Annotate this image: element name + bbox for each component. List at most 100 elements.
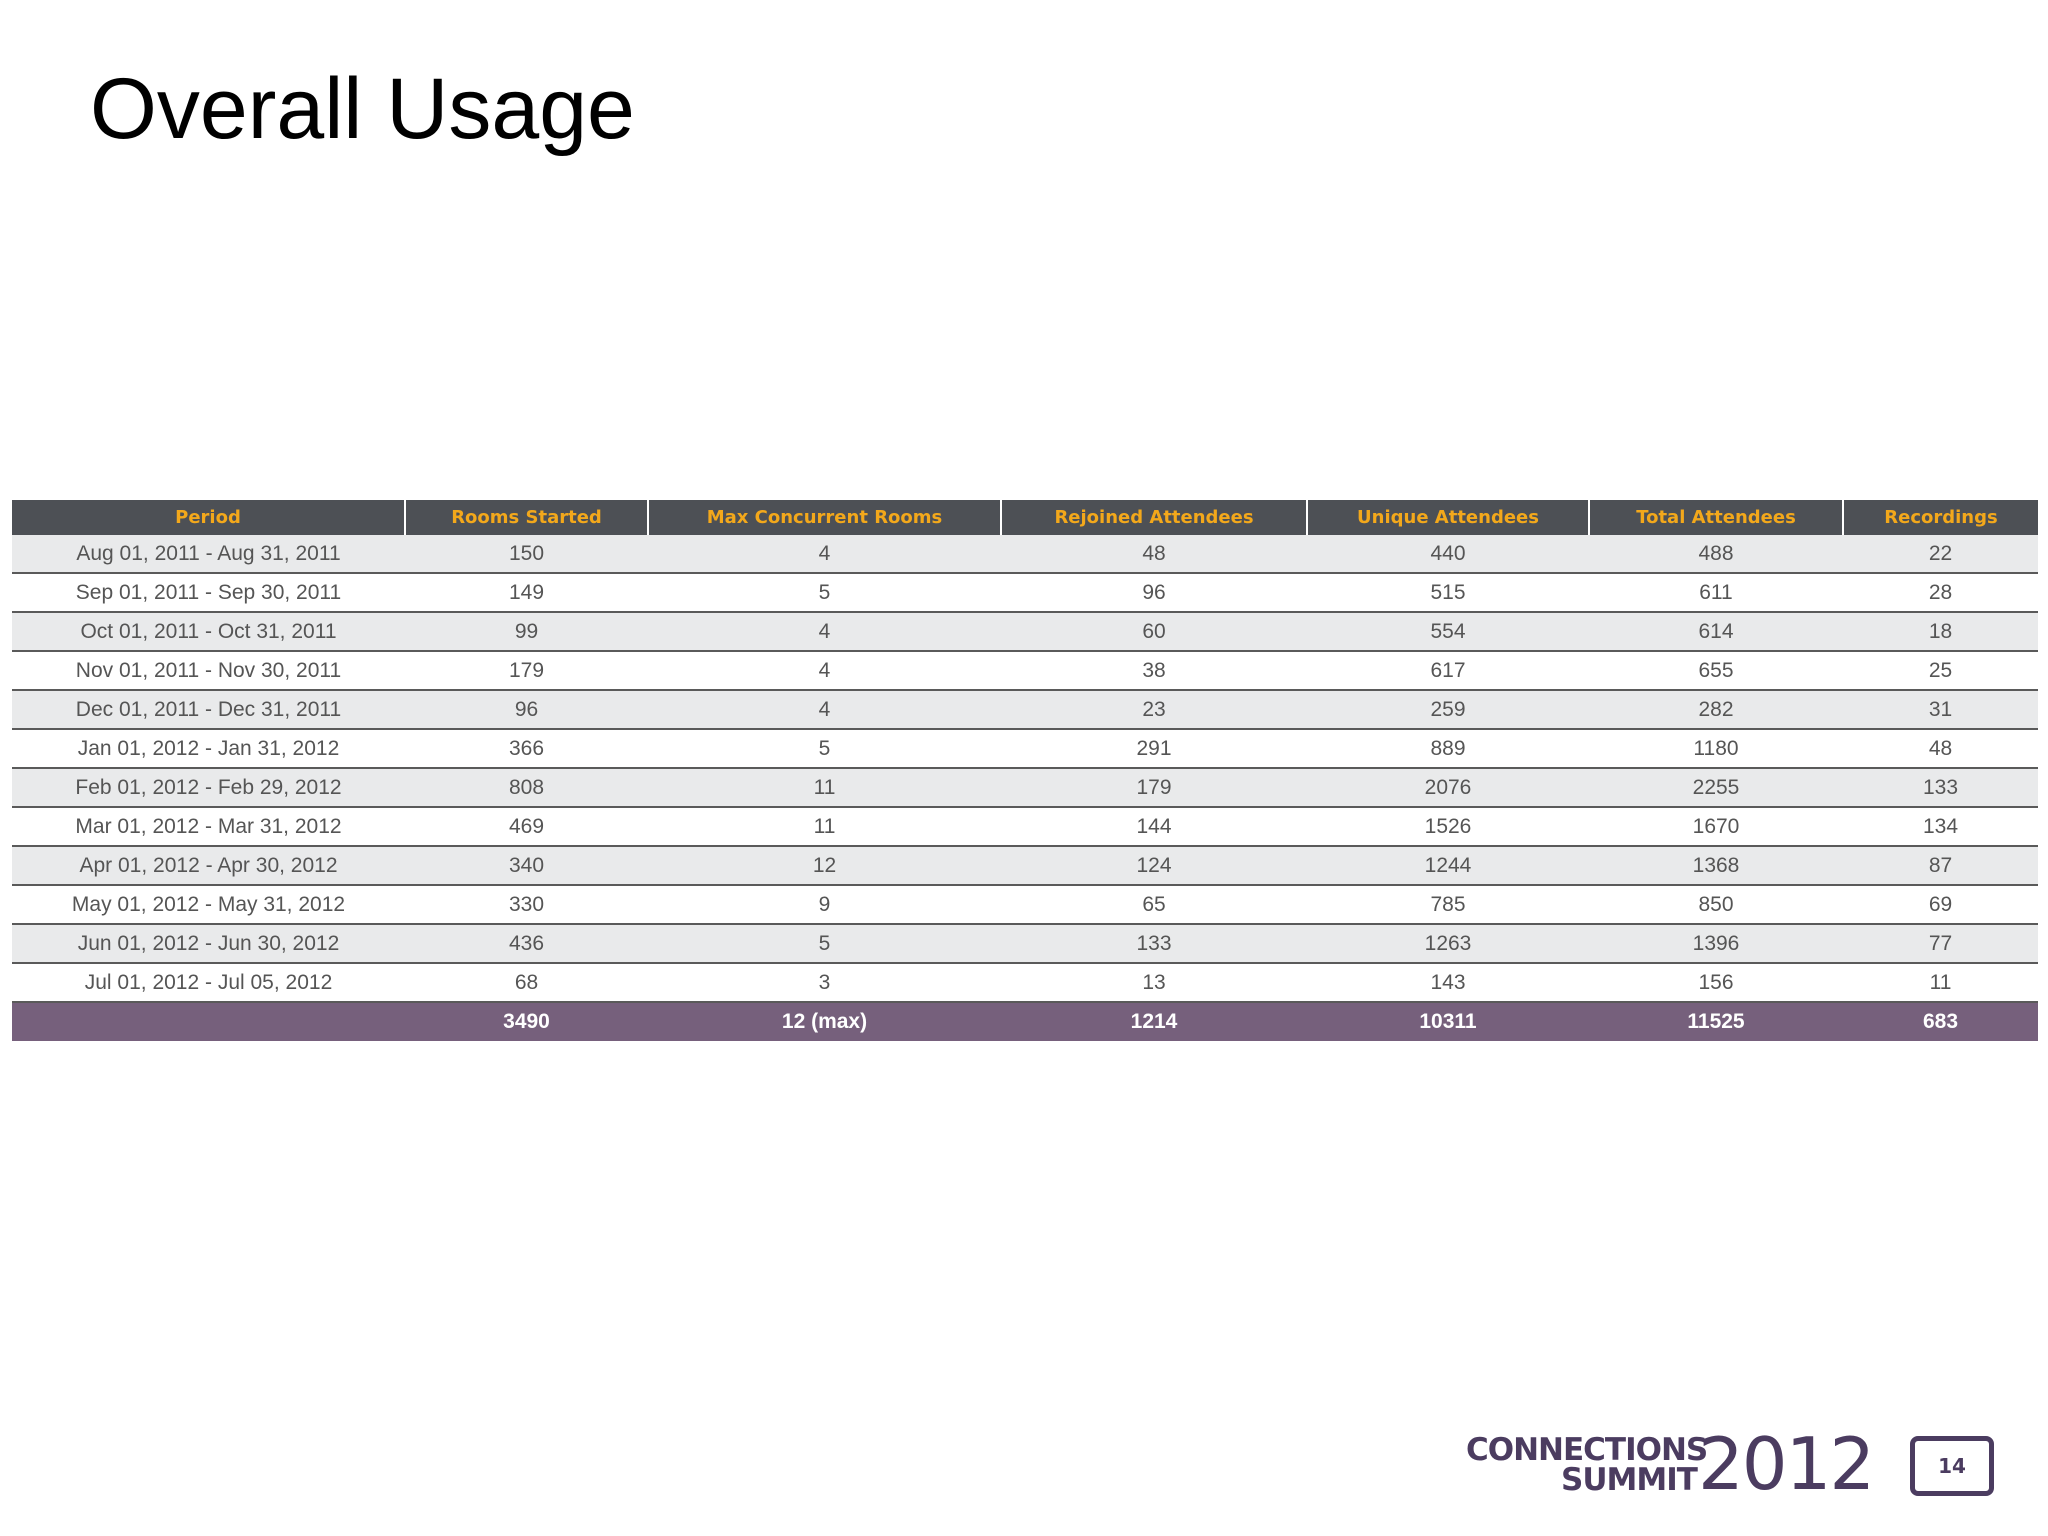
cell-unique-attendees: 515 — [1307, 573, 1589, 613]
cell-rejoined-attendees: 124 — [1001, 846, 1307, 886]
cell-rejoined-attendees: 23 — [1001, 690, 1307, 730]
cell-max-concurrent-rooms: 9 — [648, 885, 1001, 925]
table-row: Jul 01, 2012 - Jul 05, 2012 68 3 13 143 … — [12, 963, 2038, 1003]
cell-total-attendees: 1180 — [1589, 729, 1843, 769]
cell-rooms-started: 808 — [405, 768, 648, 808]
cell-rooms-started: 366 — [405, 729, 648, 769]
cell-max-concurrent-rooms: 5 — [648, 729, 1001, 769]
totals-row: 3490 12 (max) 1214 10311 11525 683 — [12, 1002, 2038, 1041]
cell-rooms-started: 150 — [405, 535, 648, 574]
cell-rooms-started: 340 — [405, 846, 648, 886]
cell-unique-attendees: 889 — [1307, 729, 1589, 769]
cell-recordings: 31 — [1843, 690, 2038, 730]
table-row: Aug 01, 2011 - Aug 31, 2011 150 4 48 440… — [12, 535, 2038, 574]
cell-unique-attendees: 259 — [1307, 690, 1589, 730]
header-rejoined-attendees: Rejoined Attendees — [1000, 500, 1307, 535]
cell-max-concurrent-rooms: 4 — [648, 535, 1001, 574]
cell-period: Oct 01, 2011 - Oct 31, 2011 — [12, 612, 405, 652]
header-period: Period — [12, 500, 405, 535]
logo-text-summit: SUMMIT — [1561, 1462, 1698, 1498]
cell-rejoined-attendees: 96 — [1001, 573, 1307, 613]
cell-rejoined-attendees: 60 — [1001, 612, 1307, 652]
cell-period: Sep 01, 2011 - Sep 30, 2011 — [12, 573, 405, 613]
cell-rejoined-attendees: 133 — [1001, 924, 1307, 964]
cell-rejoined-attendees: 291 — [1001, 729, 1307, 769]
page-number-badge: 14 — [1910, 1436, 1994, 1496]
cell-max-concurrent-rooms: 3 — [648, 963, 1001, 1003]
cell-unique-attendees: 1526 — [1307, 807, 1589, 847]
cell-max-concurrent-rooms: 5 — [648, 573, 1001, 613]
cell-period: Aug 01, 2011 - Aug 31, 2011 — [12, 535, 405, 574]
cell-total-attendees: 1396 — [1589, 924, 1843, 964]
cell-period: May 01, 2012 - May 31, 2012 — [12, 885, 405, 925]
cell-unique-attendees: 1263 — [1307, 924, 1589, 964]
cell-recordings: 134 — [1843, 807, 2038, 847]
usage-table: Period Rooms Started Max Concurrent Room… — [12, 500, 2038, 1041]
cell-total-attendees: 1368 — [1589, 846, 1843, 886]
cell-total-attendees: 614 — [1589, 612, 1843, 652]
cell-unique-attendees: 440 — [1307, 535, 1589, 574]
table-row: May 01, 2012 - May 31, 2012 330 9 65 785… — [12, 885, 2038, 925]
cell-unique-attendees: 2076 — [1307, 768, 1589, 808]
table-body: Aug 01, 2011 - Aug 31, 2011 150 4 48 440… — [12, 535, 2038, 1003]
cell-max-concurrent-rooms: 11 — [648, 768, 1001, 808]
cell-rejoined-attendees: 144 — [1001, 807, 1307, 847]
cell-recordings: 22 — [1843, 535, 2038, 574]
cell-unique-attendees: 554 — [1307, 612, 1589, 652]
header-rooms-started: Rooms Started — [404, 500, 648, 535]
cell-total-attendees: 156 — [1589, 963, 1843, 1003]
cell-recordings: 18 — [1843, 612, 2038, 652]
table-row: Nov 01, 2011 - Nov 30, 2011 179 4 38 617… — [12, 651, 2038, 691]
cell-unique-attendees: 143 — [1307, 963, 1589, 1003]
cell-recordings: 25 — [1843, 651, 2038, 691]
slide-title: Overall Usage — [90, 61, 635, 157]
cell-unique-attendees: 785 — [1307, 885, 1589, 925]
cell-period: Apr 01, 2012 - Apr 30, 2012 — [12, 846, 405, 886]
logo-text-connections: CONNECTIONS — [1466, 1432, 1708, 1468]
total-unique-attendees: 10311 — [1307, 1002, 1589, 1041]
cell-recordings: 77 — [1843, 924, 2038, 964]
cell-rooms-started: 436 — [405, 924, 648, 964]
table-row: Dec 01, 2011 - Dec 31, 2011 96 4 23 259 … — [12, 690, 2038, 730]
table-row: Sep 01, 2011 - Sep 30, 2011 149 5 96 515… — [12, 573, 2038, 613]
cell-max-concurrent-rooms: 12 — [648, 846, 1001, 886]
logo-year: 2012 — [1698, 1422, 1875, 1506]
total-recordings: 683 — [1843, 1002, 2038, 1041]
connections-summit-logo: CONNECTIONS SUMMIT 2012 — [1466, 1424, 1875, 1504]
cell-rejoined-attendees: 13 — [1001, 963, 1307, 1003]
table-row: Feb 01, 2012 - Feb 29, 2012 808 11 179 2… — [12, 768, 2038, 808]
cell-period: Feb 01, 2012 - Feb 29, 2012 — [12, 768, 405, 808]
header-max-concurrent-rooms: Max Concurrent Rooms — [647, 500, 1001, 535]
cell-total-attendees: 655 — [1589, 651, 1843, 691]
cell-max-concurrent-rooms: 11 — [648, 807, 1001, 847]
table-row: Jan 01, 2012 - Jan 31, 2012 366 5 291 88… — [12, 729, 2038, 769]
cell-rejoined-attendees: 179 — [1001, 768, 1307, 808]
cell-recordings: 28 — [1843, 573, 2038, 613]
cell-rejoined-attendees: 38 — [1001, 651, 1307, 691]
cell-rooms-started: 96 — [405, 690, 648, 730]
cell-period: Jun 01, 2012 - Jun 30, 2012 — [12, 924, 405, 964]
cell-recordings: 87 — [1843, 846, 2038, 886]
cell-total-attendees: 611 — [1589, 573, 1843, 613]
cell-total-attendees: 2255 — [1589, 768, 1843, 808]
header-recordings: Recordings — [1842, 500, 2038, 535]
header-total-attendees: Total Attendees — [1588, 500, 1843, 535]
cell-rooms-started: 99 — [405, 612, 648, 652]
cell-max-concurrent-rooms: 4 — [648, 651, 1001, 691]
cell-recordings: 69 — [1843, 885, 2038, 925]
cell-unique-attendees: 1244 — [1307, 846, 1589, 886]
table-header-row: Period Rooms Started Max Concurrent Room… — [12, 500, 2038, 535]
total-total-attendees: 11525 — [1589, 1002, 1843, 1041]
cell-unique-attendees: 617 — [1307, 651, 1589, 691]
table-row: Jun 01, 2012 - Jun 30, 2012 436 5 133 12… — [12, 924, 2038, 964]
table-row: Oct 01, 2011 - Oct 31, 2011 99 4 60 554 … — [12, 612, 2038, 652]
cell-max-concurrent-rooms: 4 — [648, 690, 1001, 730]
header-unique-attendees: Unique Attendees — [1306, 500, 1589, 535]
total-rejoined-attendees: 1214 — [1001, 1002, 1307, 1041]
cell-rejoined-attendees: 48 — [1001, 535, 1307, 574]
cell-rooms-started: 179 — [405, 651, 648, 691]
cell-rooms-started: 469 — [405, 807, 648, 847]
cell-total-attendees: 850 — [1589, 885, 1843, 925]
cell-period: Nov 01, 2011 - Nov 30, 2011 — [12, 651, 405, 691]
cell-period: Mar 01, 2012 - Mar 31, 2012 — [12, 807, 405, 847]
